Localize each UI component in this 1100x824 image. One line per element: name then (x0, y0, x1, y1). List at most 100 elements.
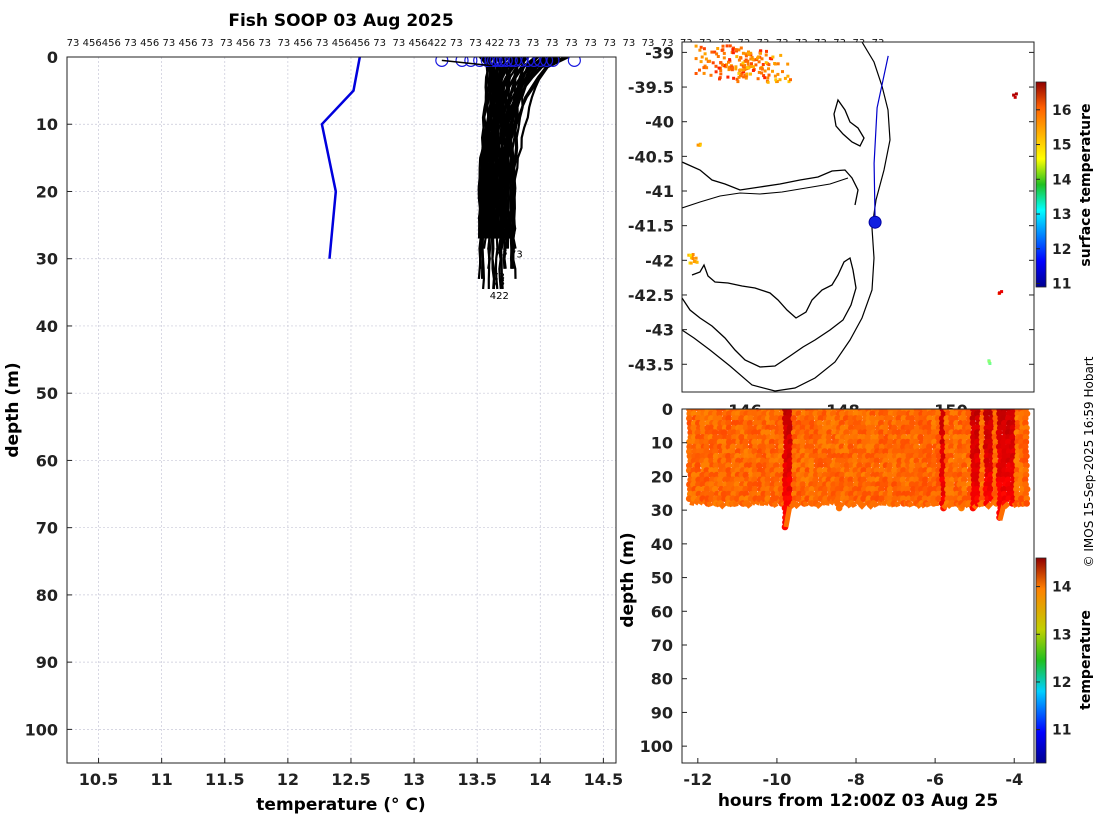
profile-x-label: temperature (° C) (256, 795, 425, 815)
sst-pixel (736, 80, 739, 83)
sst-pixel (718, 77, 721, 80)
section-bottom-connector (821, 502, 825, 503)
map-colorbar-tick-label: 12 (1052, 242, 1071, 258)
sst-pixel (695, 257, 698, 260)
sst-pixel (703, 47, 706, 50)
sst-pixel (723, 52, 726, 55)
sst-pixel (727, 61, 730, 64)
section-x-tick-label: -10 (762, 770, 791, 789)
profile-top-label: 73 (162, 38, 175, 49)
sst-pixel (779, 54, 782, 57)
sst-pixel (745, 73, 748, 76)
sst-pixel (723, 56, 726, 59)
profile-x-tick-label: 13 (403, 770, 425, 789)
section-x-label: hours from 12:00Z 03 Aug 25 (718, 791, 998, 811)
map-y-tick-label: -40 (645, 113, 674, 132)
section-bottom-connector (795, 503, 799, 507)
sst-pixel (763, 76, 766, 79)
sst-pixel (752, 69, 755, 72)
sst-pixel (767, 63, 770, 66)
sst-pixel (728, 66, 731, 69)
sst-pixel (698, 69, 701, 72)
sst-pixel (737, 72, 740, 75)
sst-pixel (749, 73, 752, 76)
sst-pixel (777, 62, 780, 65)
sst-pixel (721, 49, 724, 52)
sst-pixel (771, 70, 774, 73)
sst-pixel (735, 55, 738, 58)
sst-pixel (698, 49, 701, 52)
sst-pixel (786, 75, 789, 78)
profile-x-tick-label: 14.5 (584, 770, 623, 789)
profile-top-label: 73 (373, 38, 386, 49)
profile-top-label: 73 (546, 38, 559, 49)
sst-pixel (1014, 96, 1017, 99)
section-bottom-connector (817, 503, 821, 507)
sst-pixel (729, 44, 732, 47)
profile-bottom-annotation: 73 (492, 278, 505, 289)
sst-pixel (697, 144, 700, 147)
profile-x-tick-label: 10.5 (79, 770, 118, 789)
section-x-tick-label: -8 (847, 770, 865, 789)
profile-y-tick-label: 20 (36, 182, 58, 201)
profile-bottom-annotation: 422 (490, 291, 509, 302)
profile-top-label: 456 (102, 38, 121, 49)
sst-pixel (692, 253, 695, 256)
section-bottom-connector (851, 503, 855, 505)
sst-pixel (704, 52, 707, 55)
sst-pixel (700, 46, 703, 49)
sst-pixel (786, 63, 789, 66)
sst-pixel (746, 60, 749, 63)
sst-pixel (774, 78, 777, 81)
section-x-tick-label: -6 (926, 770, 944, 789)
profile-top-label: 73 (469, 38, 482, 49)
section-y-tick-label: 100 (640, 737, 673, 756)
sst-pixel (708, 60, 711, 63)
profile-top-label: 73 (220, 38, 233, 49)
profile-y-tick-label: 100 (25, 720, 58, 739)
sst-pixel (710, 51, 713, 54)
sst-pixel (690, 262, 693, 265)
map-y-tick-label: -39.5 (628, 78, 674, 97)
section-colorbar (1036, 558, 1046, 763)
sst-pixel (734, 67, 737, 70)
sst-pixel (696, 261, 699, 264)
map-colorbar-tick-label: 13 (1052, 207, 1071, 223)
section-y-tick-label: 10 (651, 434, 673, 453)
sst-pixel (700, 60, 703, 63)
profile-y-tick-label: 80 (36, 586, 58, 605)
section-y-tick-label: 90 (651, 703, 673, 722)
section-bottom-connector (747, 503, 751, 506)
section-bottom-connector (926, 503, 930, 505)
sst-pixel (732, 77, 735, 80)
profile-top-label: 73 (258, 38, 271, 49)
sst-pixel (732, 51, 735, 54)
sst-pixel (789, 78, 792, 81)
sst-pixel (1015, 92, 1018, 95)
figure-title: Fish SOOP 03 Aug 2025 (228, 11, 453, 31)
section-y-tick-label: 80 (651, 670, 673, 689)
map-y-tick-label: -42.5 (628, 286, 674, 305)
sst-pixel (695, 72, 698, 75)
section-y-tick-label: 70 (651, 636, 673, 655)
sst-pixel (750, 62, 753, 65)
sst-pixel (742, 52, 745, 55)
sst-pixel (776, 73, 779, 76)
profile-y-tick-label: 60 (36, 451, 58, 470)
profile-top-label: 456 (293, 38, 312, 49)
sst-pixel (746, 66, 749, 69)
map-colorbar (1036, 82, 1046, 287)
profile-y-tick-label: 30 (36, 250, 58, 269)
section-bottom-connector (773, 503, 777, 505)
sst-pixel (765, 50, 768, 53)
section-y-tick-label: 40 (651, 535, 673, 554)
sst-pixel (726, 76, 729, 79)
section-bottom-connector (803, 503, 807, 504)
profile-y-tick-label: 70 (36, 519, 58, 538)
profile-top-label: 73 (277, 38, 290, 49)
profile-top-label: 456 (351, 38, 370, 49)
section-colorbar-tick-label: 11 (1052, 723, 1071, 739)
